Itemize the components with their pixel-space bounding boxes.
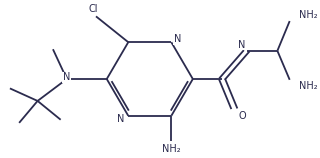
Text: N: N	[117, 114, 124, 124]
Text: O: O	[238, 111, 246, 121]
Text: NH₂: NH₂	[299, 81, 317, 91]
Text: Cl: Cl	[88, 3, 98, 14]
Text: N: N	[63, 72, 70, 82]
Text: N: N	[174, 34, 181, 44]
Text: N: N	[238, 40, 246, 50]
Text: NH₂: NH₂	[162, 144, 180, 155]
Text: NH₂: NH₂	[299, 10, 317, 20]
